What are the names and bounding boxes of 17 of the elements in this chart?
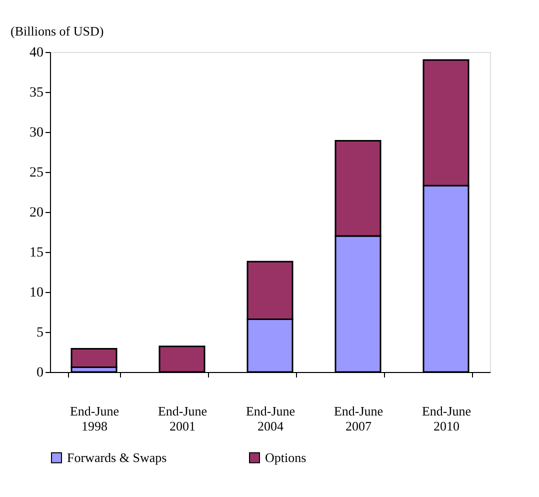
y-tick-label: 35 xyxy=(30,86,44,100)
legend-label: Options xyxy=(265,450,306,465)
y-tick-label: 25 xyxy=(30,166,44,180)
y-axis-title: (Billions of USD) xyxy=(10,24,104,38)
x-tick-label: End-June 2010 xyxy=(422,404,472,434)
y-tick-label: 20 xyxy=(30,206,44,220)
y-tick-label: 5 xyxy=(36,326,44,340)
x-tick-label: End-June 2001 xyxy=(158,404,208,434)
legend-label: Forwards & Swaps xyxy=(67,450,167,465)
y-tick-label: 0 xyxy=(36,366,44,380)
y-tick-label: 30 xyxy=(30,126,44,140)
y-tick-label: 40 xyxy=(30,46,44,60)
y-tick-label: 15 xyxy=(30,246,44,260)
y-tick-label: 10 xyxy=(30,286,44,300)
x-tick-label: End-June 2007 xyxy=(334,404,384,434)
x-tick-label: End-June 1998 xyxy=(70,404,120,434)
x-tick-label: End-June 2004 xyxy=(246,404,296,434)
